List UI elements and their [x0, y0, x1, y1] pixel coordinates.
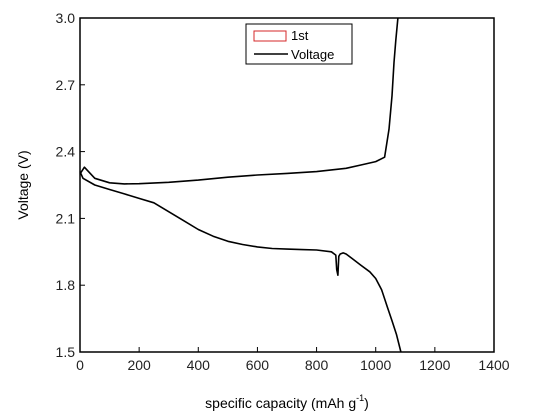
y-axis-label: Voltage (V) [15, 150, 31, 219]
x-axis-label-superscript: -1 [356, 393, 364, 403]
x-tick-label: 400 [187, 357, 211, 373]
series-line-discharge [79, 171, 402, 353]
y-tick-label: 3.0 [56, 10, 76, 26]
y-tick-label: 2.4 [56, 144, 76, 160]
legend-label-1st: 1st [291, 28, 309, 43]
x-axis-label: specific capacity (mAh g-1) [205, 393, 369, 411]
y-tick-label: 2.1 [56, 210, 76, 226]
x-tick-label: 800 [305, 357, 329, 373]
legend-swatch-1st [253, 30, 287, 42]
x-tick-label: 1200 [419, 357, 450, 373]
y-tick-label: 1.5 [56, 344, 76, 360]
series-group [79, 17, 402, 353]
x-tick-label: 1400 [478, 357, 509, 373]
legend-label-voltage: Voltage [291, 47, 334, 62]
x-tick-label: 0 [76, 357, 84, 373]
x-axis-label-end: ) [364, 395, 369, 411]
series-line-charge [79, 17, 399, 185]
x-tick-label: 1000 [360, 357, 391, 373]
x-tick-label: 600 [246, 357, 270, 373]
ticks-group: 0 200 400 600 800 1000 1200 1400 1.5 1.8 2.1 2.4 2.7… [56, 10, 510, 373]
y-tick-label: 1.8 [56, 277, 76, 293]
x-axis-label-main: specific capacity (mAh g [205, 395, 356, 411]
legend: 1st Voltage [245, 23, 353, 65]
x-tick-label: 200 [127, 357, 151, 373]
y-tick-label: 2.7 [56, 77, 76, 93]
plot-area [79, 17, 495, 353]
